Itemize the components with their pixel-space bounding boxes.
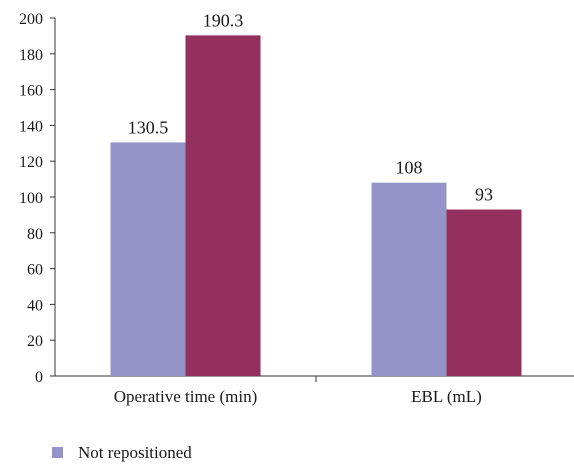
bar-value-label: 93	[475, 185, 493, 205]
y-tick-label: 0	[35, 369, 43, 386]
bar	[446, 209, 522, 376]
y-tick-label: 80	[27, 226, 43, 243]
bar-value-label: 190.3	[203, 10, 244, 30]
x-category-label: Operative time (min)	[114, 387, 258, 406]
y-axis: 0 20 40 60 80 100 120 140 160 180 200	[19, 11, 56, 386]
bar-value-label: 108	[396, 158, 423, 178]
bar	[371, 182, 447, 376]
bar	[185, 35, 261, 376]
bars: 130.5 190.3 108 93	[110, 10, 522, 376]
legend: Not repositioned	[52, 443, 192, 462]
x-category-label: EBL (mL)	[411, 387, 482, 406]
y-tick-label: 200	[19, 11, 43, 28]
y-tick-label: 160	[19, 83, 43, 100]
bar-value-label: 130.5	[128, 117, 169, 137]
legend-label: Not repositioned	[78, 443, 192, 462]
bar	[110, 142, 186, 376]
x-axis: Operative time (min) EBL (mL)	[55, 375, 574, 406]
y-tick-label: 120	[19, 154, 43, 171]
y-tick-label: 140	[19, 118, 43, 135]
y-tick-label: 180	[19, 47, 43, 64]
y-tick-label: 100	[19, 190, 43, 207]
y-tick-label: 40	[27, 297, 43, 314]
y-tick-label: 60	[27, 262, 43, 279]
legend-swatch	[52, 447, 63, 458]
y-tick-label: 20	[27, 333, 43, 350]
